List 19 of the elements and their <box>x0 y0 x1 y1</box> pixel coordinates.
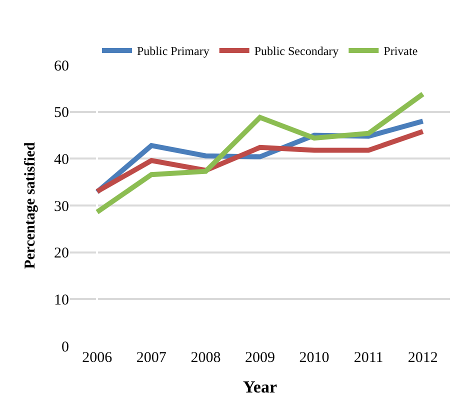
x-tick-label: 2008 <box>190 350 221 366</box>
y-tick-label: 60 <box>54 58 69 74</box>
y-tick-label: 50 <box>54 105 69 122</box>
x-axis-title: Year <box>243 377 278 396</box>
y-tick-label: 30 <box>54 198 69 215</box>
y-tick-label: 0 <box>62 339 69 356</box>
y-tick-label: 10 <box>54 292 69 308</box>
x-tick-label: 2010 <box>299 350 330 366</box>
x-tick-label: 2006 <box>82 350 113 366</box>
x-tick-label: 2009 <box>245 350 275 366</box>
x-tick-label: 2007 <box>136 350 167 366</box>
y-tick-label: 40 <box>54 152 69 168</box>
y-tick-label: 20 <box>54 246 69 262</box>
legend-label: Public Primary <box>137 44 210 58</box>
legend-label: Private <box>384 44 418 58</box>
x-tick-label: 2011 <box>354 350 384 366</box>
y-axis-title: Percentage satisfied <box>22 141 38 269</box>
legend-label: Public Secondary <box>254 44 339 58</box>
x-tick-label: 2012 <box>408 350 438 366</box>
